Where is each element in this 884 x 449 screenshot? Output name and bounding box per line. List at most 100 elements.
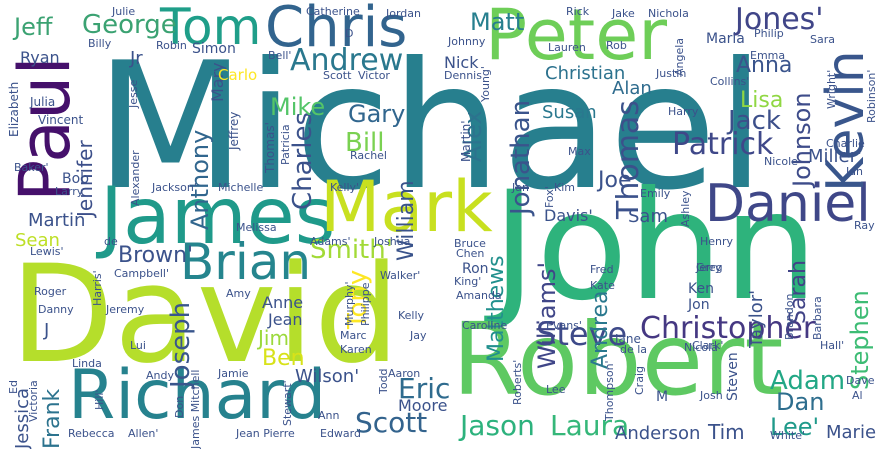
word-rick: Rick (566, 5, 590, 18)
word-jim: Jim (258, 326, 289, 350)
word-tim: Tim (708, 420, 745, 444)
word-hall: Hall' (820, 339, 845, 352)
word-larry: Larry (55, 185, 84, 198)
word-smith: Smith' (310, 235, 393, 265)
word-bell: Bell' (268, 49, 292, 62)
word-carlo: Carlo (218, 66, 258, 84)
word-kelly: Kelly' (330, 181, 360, 194)
word-robin: Robin (156, 39, 187, 52)
word-taylor: Taylor' (746, 289, 767, 348)
word-mark: Mark (320, 166, 493, 248)
word-nichola: Nichola (648, 7, 689, 20)
word-jonathan: Jonathan (506, 99, 536, 215)
word-lauren: Lauren (548, 41, 586, 54)
word-steve: Steve (536, 315, 628, 353)
word-justin: Justin (656, 67, 687, 80)
word-henry: Henry (700, 235, 734, 248)
word-davis: Davis' (544, 206, 593, 225)
word-rebecca: Rebecca (68, 427, 115, 440)
word-thompson: Thompson' (603, 360, 616, 421)
word-scott: Scott (323, 69, 352, 82)
word-roberts: Roberts' (511, 359, 524, 405)
word-ian: Ian (846, 165, 863, 178)
word-jan: Jan (512, 181, 529, 194)
word-wilson: Wilson' (295, 366, 360, 387)
word-max: Max (568, 145, 591, 158)
word-james-mitchell: James Mitchell (189, 369, 202, 449)
word-rob: Rob (606, 39, 627, 52)
word-andrew: Andrew (290, 43, 404, 78)
word-jeff: Jeff (14, 13, 53, 41)
word-chris: Chris (265, 0, 408, 60)
word-patrick: Patrick (672, 127, 774, 162)
word-george: George (82, 10, 177, 40)
word-vincent: Vincent (38, 113, 84, 127)
word-ryan: Ryan (20, 48, 60, 67)
word-kate: Kate (590, 279, 615, 292)
word-dennis: Dennis (444, 69, 482, 82)
word-matt: Matt (470, 8, 525, 36)
word-maria: Maria (706, 31, 745, 47)
word-philip: Philip (754, 27, 784, 40)
word-m: M (656, 389, 669, 405)
word-anne: Anne (262, 293, 304, 312)
word-stewart: Stewart' (281, 380, 294, 426)
word-thomas: Thomas' (263, 122, 277, 173)
word-anderson: Anderson (615, 423, 701, 444)
word-hill: Hill' (93, 389, 106, 410)
word-melissa: Melissa (236, 221, 277, 234)
word-philippe: Philippe (359, 282, 372, 326)
word-king: King' (454, 275, 482, 288)
word-ed: Ed (7, 380, 20, 394)
word-richard: Richard (68, 356, 327, 435)
word-walker: Walker' (380, 269, 421, 282)
word-barbara: Barbara (811, 296, 824, 340)
word-lewis: Lewis' (30, 245, 64, 258)
word-jean: Jean (268, 310, 303, 329)
word-sean: Sean (15, 230, 60, 251)
word-ann: Ann (318, 409, 340, 422)
word-anthony: Anthony (186, 129, 214, 230)
word-collins: Collins' (710, 75, 750, 88)
word-jamie: Jamie (218, 367, 249, 380)
word-nick: Nick (444, 53, 479, 72)
word-emily: Emily (640, 187, 671, 200)
word-jay: Jay (410, 329, 427, 342)
word-andrea: Andrea (588, 290, 613, 369)
word-emma: Emma (750, 49, 786, 62)
word-de-la: de la (620, 343, 648, 356)
word-linda: Linda (72, 357, 102, 370)
word-roger: Roger (34, 285, 67, 298)
word-harris: Harris' (91, 270, 104, 306)
word-thomas: Thomas (611, 100, 646, 219)
word-bill: Bill (345, 128, 385, 158)
word-jordan: Jordan (386, 7, 421, 20)
word-sara: Sara (810, 33, 835, 46)
word-jesse: Jesse (127, 79, 140, 108)
word-marie: Marie (826, 422, 877, 443)
word-brown: Brown' (118, 243, 194, 268)
word-greg: Greg (696, 261, 723, 274)
word-jon: Jon (688, 297, 710, 313)
word-fox: Fox' (543, 186, 556, 208)
word-adam: Adam (770, 366, 846, 396)
word-christian: Christian (545, 63, 626, 84)
word-clark: Clark' (692, 339, 724, 352)
word-karen: Karen (340, 343, 372, 356)
word-aaron: Aaron (388, 367, 421, 380)
word-andy: Andy (146, 369, 174, 382)
word-lisa: Lisa (740, 88, 784, 113)
word-don: Don (173, 395, 186, 418)
word-miller: Miller' (808, 146, 862, 167)
word-alan: Alan (612, 78, 652, 99)
word-kim: Kim (554, 181, 575, 194)
word-ray: Ray (854, 219, 875, 232)
word-marc: Marc (340, 329, 367, 342)
word-david: David (10, 236, 400, 393)
word-joe: Joe (598, 168, 632, 193)
word-jack: Jack (728, 106, 781, 136)
word-james: James (100, 172, 336, 262)
word-jean-pierre: Jean Pierre (236, 427, 295, 440)
word-frank: Frank (40, 388, 65, 449)
word-simon: Simon (192, 41, 236, 57)
